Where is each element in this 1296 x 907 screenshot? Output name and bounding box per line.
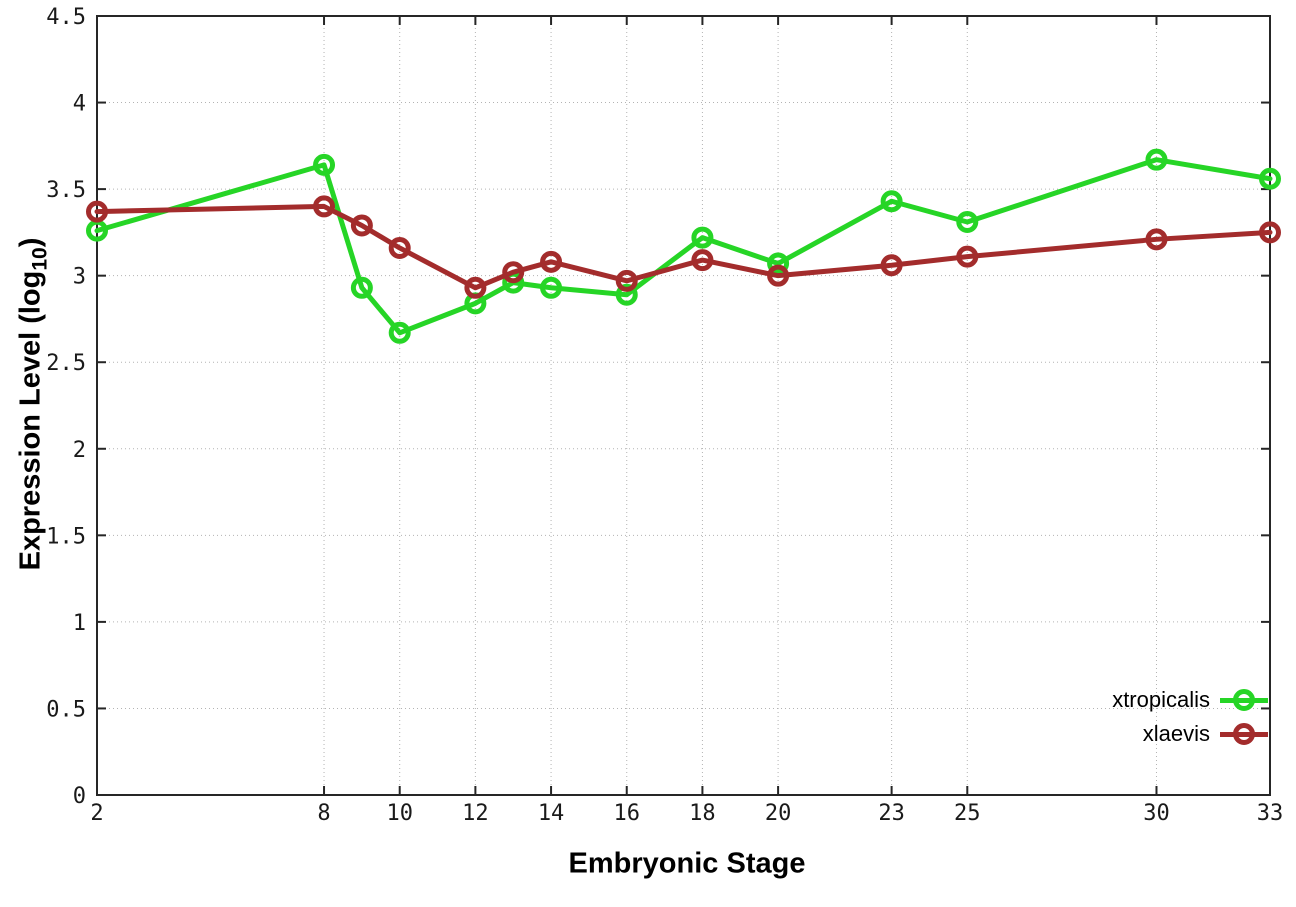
legend-label: xlaevis bbox=[1142, 721, 1210, 746]
data-point-xlaevis bbox=[502, 261, 525, 284]
data-point-xlaevis bbox=[540, 250, 563, 273]
legend-item-xtropicalis: xtropicalis bbox=[1112, 683, 1268, 717]
data-point-xtropicalis bbox=[350, 276, 373, 299]
x-tick-label: 14 bbox=[538, 801, 565, 826]
legend-marker-xlaevis bbox=[1220, 717, 1268, 751]
data-point-xtropicalis bbox=[313, 153, 336, 176]
y-axis-title-close: ) bbox=[14, 237, 47, 248]
data-point-xlaevis bbox=[1145, 228, 1168, 251]
x-tick-label: 10 bbox=[386, 801, 413, 826]
data-point-xlaevis bbox=[350, 214, 373, 237]
legend-point-sample bbox=[1233, 689, 1255, 711]
plot-border bbox=[96, 15, 1271, 796]
data-point-xlaevis bbox=[86, 200, 108, 223]
y-axis-title: Expression Level (log10) bbox=[14, 237, 52, 571]
data-point-xtropicalis bbox=[615, 283, 638, 306]
data-point-xlaevis bbox=[388, 236, 411, 259]
y-tick-label: 1.5 bbox=[46, 524, 86, 549]
data-point-xlaevis bbox=[313, 195, 336, 218]
y-tick-label: 0.5 bbox=[46, 697, 86, 722]
data-point-xtropicalis bbox=[767, 252, 790, 275]
data-point-xtropicalis bbox=[388, 321, 411, 344]
x-tick-label: 23 bbox=[878, 801, 905, 826]
data-point-xlaevis bbox=[767, 264, 790, 287]
legend-label: xtropicalis bbox=[1112, 687, 1210, 712]
y-axis-title-subscript: 10 bbox=[28, 247, 52, 271]
data-point-xlaevis bbox=[880, 254, 903, 277]
data-point-xlaevis bbox=[956, 245, 979, 268]
data-point-xtropicalis bbox=[1259, 167, 1281, 190]
series-line-xlaevis bbox=[94, 203, 1273, 291]
legend-marker-xtropicalis bbox=[1220, 683, 1268, 717]
y-tick-label: 3.5 bbox=[46, 178, 86, 203]
data-point-xtropicalis bbox=[956, 211, 979, 234]
x-tick-label: 33 bbox=[1257, 801, 1284, 826]
x-tick-label: 2 bbox=[90, 801, 103, 826]
x-tick-label: 16 bbox=[613, 801, 640, 826]
x-tick-label: 18 bbox=[689, 801, 716, 826]
data-point-xtropicalis bbox=[540, 276, 563, 299]
data-point-xlaevis bbox=[464, 276, 487, 299]
x-tick-label: 25 bbox=[954, 801, 981, 826]
data-point-xlaevis bbox=[691, 249, 714, 272]
x-tick-label: 20 bbox=[765, 801, 792, 826]
x-tick-label: 8 bbox=[317, 801, 330, 826]
y-tick-label: 3 bbox=[73, 265, 86, 290]
data-point-xtropicalis bbox=[691, 226, 714, 249]
data-point-xtropicalis bbox=[880, 190, 903, 213]
data-point-xtropicalis bbox=[1145, 148, 1168, 171]
y-tick-label: 2 bbox=[73, 438, 86, 463]
data-point-xlaevis bbox=[615, 269, 638, 292]
y-tick-label: 2.5 bbox=[46, 351, 86, 376]
y-tick-label: 0 bbox=[73, 784, 86, 809]
y-tick-label: 4.5 bbox=[46, 5, 86, 30]
legend-point-sample bbox=[1233, 723, 1255, 745]
x-tick-label: 12 bbox=[462, 801, 489, 826]
x-axis-title: Embryonic Stage bbox=[568, 847, 806, 880]
legend-item-xlaevis: xlaevis bbox=[1143, 717, 1268, 751]
x-tick-label: 30 bbox=[1143, 801, 1170, 826]
y-tick-label: 1 bbox=[73, 611, 86, 636]
y-axis-title-text: Expression Level (log bbox=[14, 270, 47, 571]
data-point-xlaevis bbox=[1259, 221, 1281, 244]
y-tick-label: 4 bbox=[73, 92, 86, 117]
